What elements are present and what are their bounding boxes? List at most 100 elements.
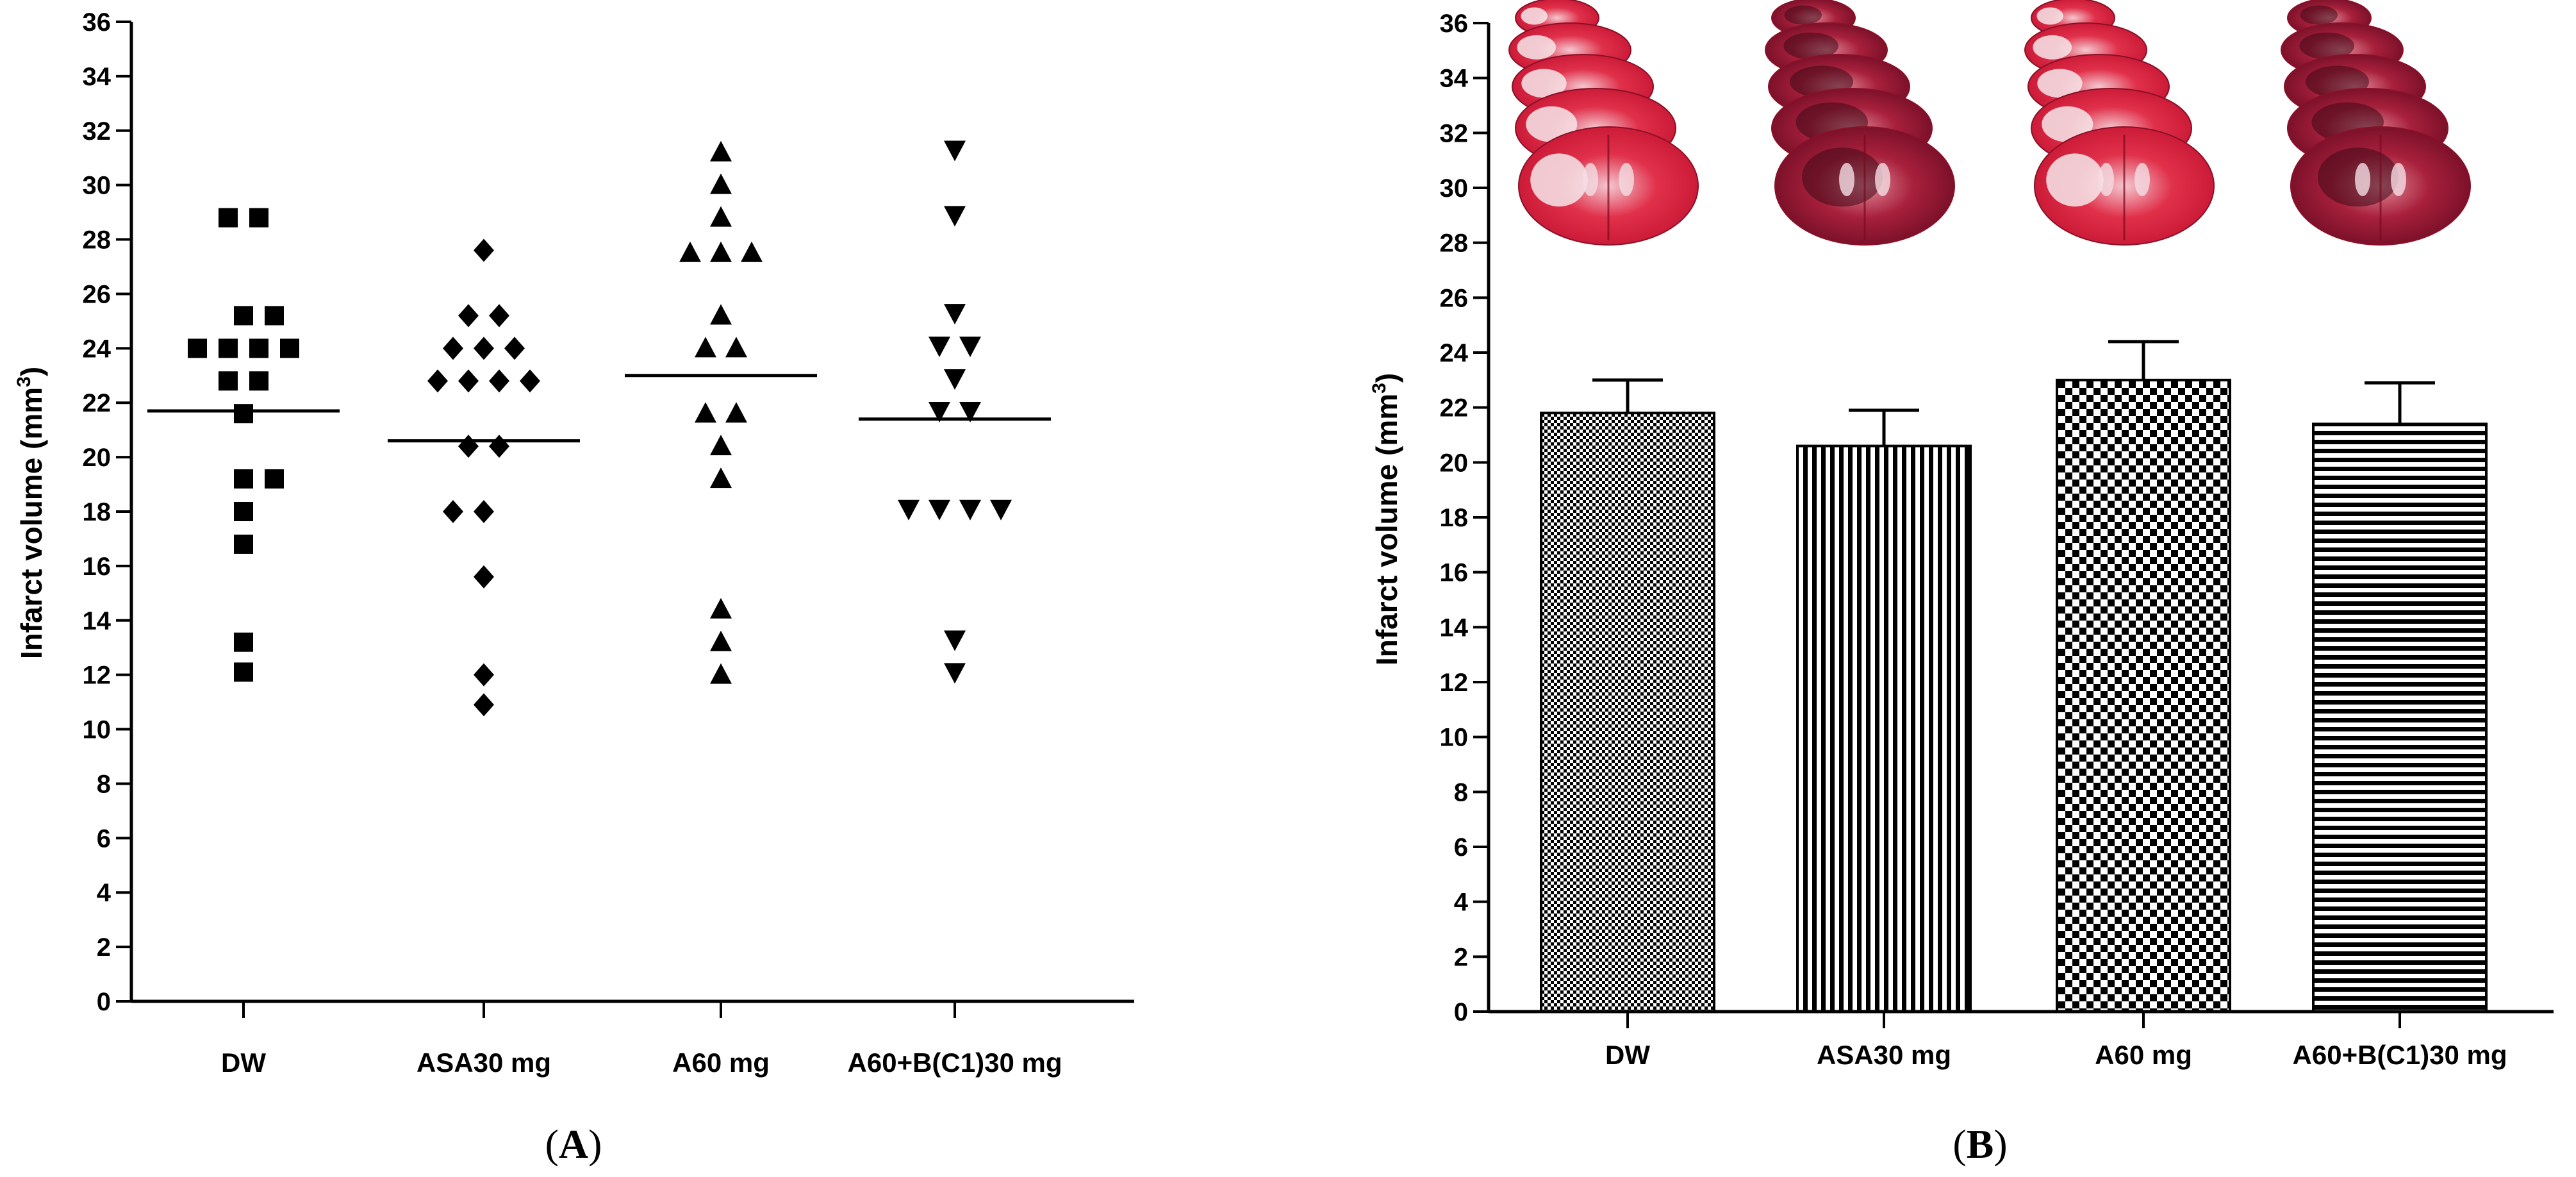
panel-b-y-tick-label-0: 0 (1454, 998, 1468, 1026)
panel-a-point-a60-mg-8 (725, 337, 747, 358)
brain-slices-asa30-image (1765, 0, 1955, 246)
panel-a-y-tick-label-36: 36 (83, 8, 111, 37)
panel-b-brain-slice-images (1508, 0, 2471, 246)
panel-a-point-dw-1 (249, 208, 268, 228)
panel-a-y-tick-label-18: 18 (83, 498, 111, 526)
panel-b-bar-dw (1540, 412, 1715, 1013)
panel-b-y-tick-label-16: 16 (1440, 559, 1469, 587)
panel-a-point-a60-mg-5 (741, 241, 763, 262)
panel-a-y-tick-label-20: 20 (83, 444, 111, 472)
panel-a-point-asa30-mg-16 (474, 693, 494, 717)
brain-slices-dw-image (1508, 0, 1699, 246)
panel-b-y-tick-label-32: 32 (1440, 119, 1469, 147)
panel-b-y-tick-label-20: 20 (1440, 449, 1469, 477)
panel-a-point-dw-4 (188, 338, 207, 358)
panel-a-point-a60-b-c1-30-mg-1 (944, 206, 966, 227)
panel-a-point-dw-11 (234, 469, 253, 489)
brain-slices-a60-ventricle-right (2134, 163, 2150, 196)
brain-slices-a60-infarct-1 (2033, 35, 2072, 60)
panel-a-point-asa30-mg-4 (474, 337, 494, 360)
panel-a-mean-lines (147, 374, 1051, 443)
panel-a-y-tick-label-2: 2 (97, 933, 111, 962)
panel-a-x-label-dw: DW (221, 1048, 266, 1078)
brain-slices-a60-image (2024, 0, 2215, 246)
panel-a-point-asa30-mg-14 (474, 565, 494, 588)
panel-a-point-dw-7 (280, 338, 299, 358)
panel-a-point-a60-b-c1-30-mg-3 (929, 337, 950, 358)
panel-b-y-tick-label-18: 18 (1440, 504, 1469, 532)
panel-a-y-tick-label-0: 0 (97, 988, 111, 1016)
panel-b-bars (1540, 378, 2488, 1013)
panel-b-y-tick-label-22: 22 (1440, 394, 1469, 422)
panel-a-point-dw-9 (249, 371, 268, 391)
panel-a-data-points (188, 140, 1012, 717)
panel-a-y-tick-label-32: 32 (83, 117, 111, 146)
panel-a-y-tick-label-12: 12 (83, 662, 111, 690)
panel-a-y-tick-label-4: 4 (97, 879, 111, 907)
panel-b-x-label-a60-mg: A60 mg (2095, 1040, 2192, 1070)
brain-slices-dw-infarct-2 (1521, 69, 1567, 98)
panel-a-point-a60-b-c1-30-mg-12 (944, 630, 966, 651)
panel-b-y-tick-label-26: 26 (1440, 284, 1469, 312)
panel-a-point-asa30-mg-11 (489, 435, 509, 458)
brain-slices-a60-infarct-3 (2042, 106, 2093, 142)
panel-b-y-tick-label-2: 2 (1454, 943, 1468, 971)
panel-b-x-label-a60-b-c1-30-mg: A60+B(C1)30 mg (2293, 1040, 2507, 1070)
panel-a-point-dw-5 (219, 338, 238, 358)
brain-slices-a60-infarct-2 (2037, 69, 2083, 98)
brain-slices-asa30-infarct-0 (1784, 5, 1822, 25)
panel-b-y-tick-label-10: 10 (1440, 724, 1469, 752)
panel-a-y-tick-label-14: 14 (83, 607, 111, 635)
panel-b-x-label-dw: DW (1605, 1040, 1650, 1070)
panel-a-point-asa30-mg-2 (489, 304, 509, 328)
panel-a-point-a60-mg-2 (710, 206, 732, 227)
panel-a-point-dw-14 (234, 534, 253, 554)
panel-a-point-a60-b-c1-30-mg-7 (959, 401, 981, 422)
panel-a-point-a60-b-c1-30-mg-9 (929, 499, 950, 521)
panel-b-y-tick-label-36: 36 (1440, 10, 1469, 38)
panel-b-x-label-asa30-mg: ASA30 mg (1817, 1040, 1951, 1070)
brain-slices-a60-bc1-ventricle-right (2391, 163, 2406, 196)
brain-slices-asa30-infarct-1 (1783, 32, 1838, 60)
panel-a-point-dw-8 (219, 371, 238, 391)
panel-a-point-a60-b-c1-30-mg-6 (929, 401, 950, 422)
brain-slices-a60-ventricle-left (2099, 163, 2114, 196)
panel-b-y-tick-label-4: 4 (1454, 889, 1469, 917)
panel-a-point-asa30-mg-5 (504, 337, 525, 360)
panel-a-label: (A) (545, 1121, 602, 1167)
panel-a-point-a60-mg-13 (710, 597, 732, 619)
panel-a-point-dw-12 (265, 469, 284, 489)
panel-b-y-tick-label-34: 34 (1440, 65, 1469, 93)
panel-a-point-a60-mg-11 (710, 435, 732, 456)
panel-a-point-dw-2 (234, 306, 253, 326)
panel-a-point-a60-b-c1-30-mg-10 (959, 499, 981, 521)
panel-a-y-axis-title: Infarct volume (mm3) (13, 367, 48, 659)
panel-a-point-a60-b-c1-30-mg-2 (944, 304, 966, 325)
panel-a-point-a60-b-c1-30-mg-4 (959, 337, 981, 358)
panel-a-x-axis: DW ASA30 mg A60 mg A60+B(C1)30 mg (221, 1001, 1062, 1078)
brain-slices-dw-infarct-4 (1530, 153, 1588, 207)
brain-slices-dw-infarct-1 (1517, 35, 1556, 60)
panel-b-bar-a60-mg (2056, 378, 2231, 1013)
panel-a-point-asa30-mg-8 (489, 369, 509, 393)
panel-b-y-tick-label-24: 24 (1440, 339, 1469, 367)
panel-b-bar-a60-b-c1-30-mg (2312, 422, 2488, 1013)
brain-slices-a60-bc1-ventricle-left (2355, 163, 2370, 196)
panel-a-y-tick-label-16: 16 (83, 553, 111, 581)
panel-a-point-a60-mg-7 (695, 337, 716, 358)
panel-a-point-a60-mg-15 (710, 663, 732, 684)
panel-a-x-label-a60-mg: A60 mg (672, 1048, 770, 1078)
brain-slices-dw-infarct-3 (1526, 106, 1578, 142)
panel-b-y-tick-label-12: 12 (1440, 669, 1469, 697)
panel-a-point-asa30-mg-0 (474, 238, 494, 262)
panel-a-point-a60-b-c1-30-mg-8 (898, 499, 920, 521)
panel-b-bar-asa30-mg (1796, 444, 1972, 1013)
panel-a-point-a60-mg-12 (710, 467, 732, 488)
panel-a-y-tick-label-24: 24 (83, 335, 111, 363)
brain-slices-dw-infarct-0 (1521, 7, 1548, 25)
brain-slices-a60-infarct-4 (2046, 153, 2104, 207)
panel-a-point-a60-b-c1-30-mg-5 (944, 369, 966, 390)
